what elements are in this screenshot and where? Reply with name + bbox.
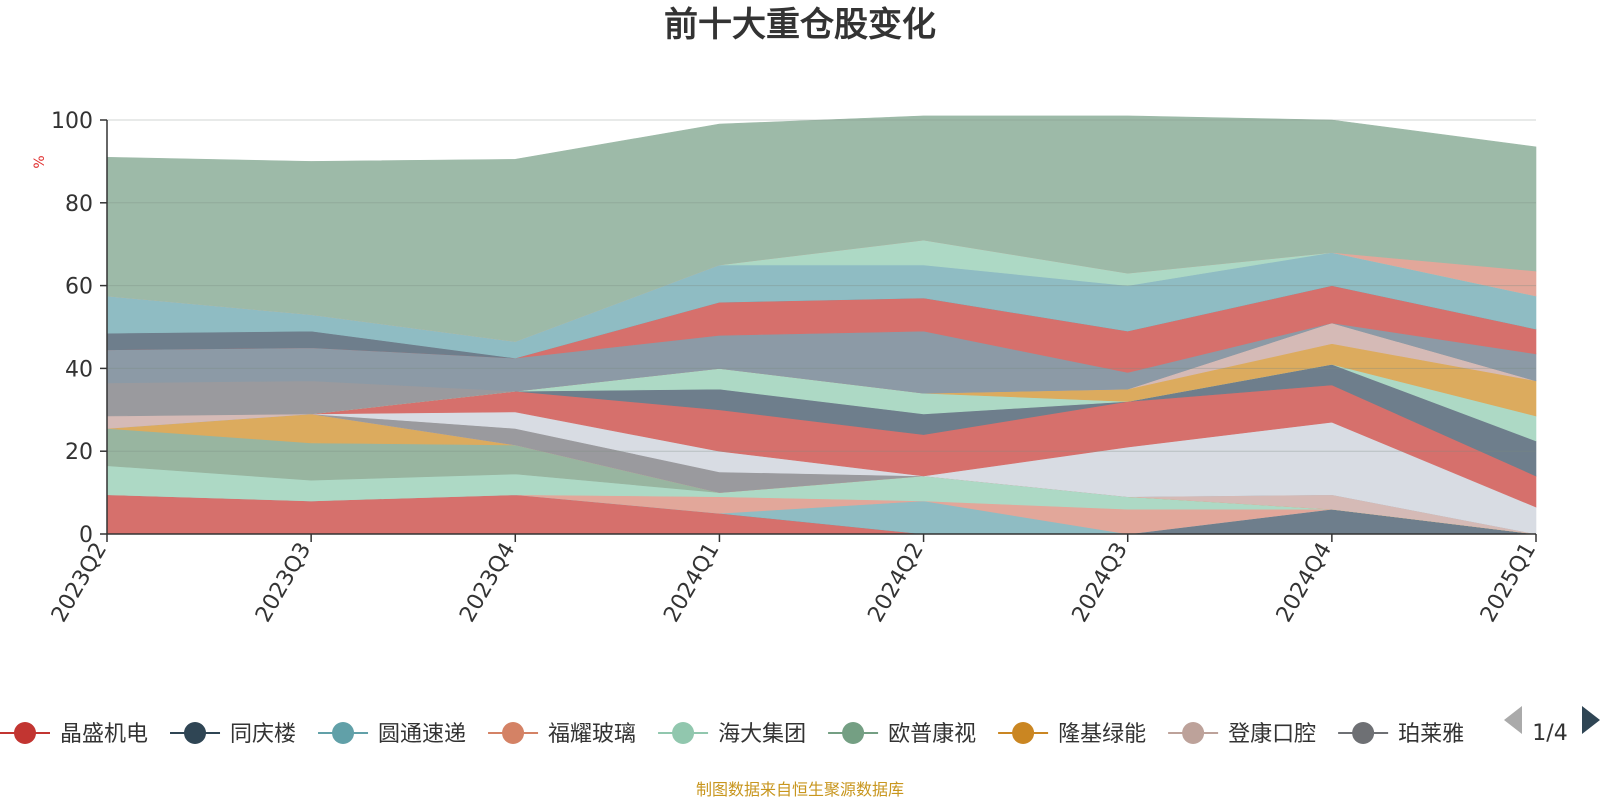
legend-page-indicator: 1/4 — [1532, 721, 1567, 746]
legend-prev-icon[interactable] — [1504, 706, 1522, 734]
legend-item-1[interactable]: 晶盛机电 — [0, 722, 148, 747]
legend-label: 欧普康视 — [888, 722, 976, 747]
legend-pager: 1/4 — [1504, 706, 1600, 746]
x-tick-label: 2023Q2 — [47, 539, 112, 627]
legend-circle-icon — [332, 722, 355, 744]
x-axis-ticks: 2023Q2 2023Q3 2023Q4 2024Q1 2024Q2 2024Q3 2024… — [47, 534, 1541, 627]
legend-item-3[interactable]: 圆通速递 — [318, 722, 466, 747]
source-note: 制图数据来自恒生聚源数据库 — [696, 780, 904, 799]
y-tick-label: 80 — [65, 192, 93, 217]
legend-circle-icon — [502, 722, 525, 744]
legend-next-icon[interactable] — [1582, 706, 1600, 734]
legend-circle-icon — [672, 722, 695, 744]
legend-item-9[interactable]: 珀莱雅 — [1338, 722, 1464, 747]
legend-item-6[interactable]: 欧普康视 — [828, 722, 976, 747]
x-tick-label: 2023Q3 — [251, 539, 316, 627]
x-tick-label: 2025Q1 — [1476, 539, 1541, 627]
legend-item-7[interactable]: 隆基绿能 — [998, 722, 1146, 747]
x-tick-label: 2024Q3 — [1068, 539, 1133, 627]
y-tick-label: 40 — [65, 357, 93, 382]
legend-label: 福耀玻璃 — [548, 722, 636, 747]
legend-label: 珀莱雅 — [1398, 722, 1464, 747]
legend-label: 晶盛机电 — [60, 722, 148, 747]
legend-circle-icon — [1182, 722, 1205, 744]
y-tick-label: 0 — [79, 523, 93, 548]
legend-circle-icon — [184, 722, 207, 744]
legend-label: 圆通速递 — [378, 722, 466, 747]
legend-circle-icon — [1352, 722, 1375, 744]
axes — [106, 120, 1536, 535]
legend-label: 隆基绿能 — [1058, 722, 1146, 747]
legend-item-2[interactable]: 同庆楼 — [170, 722, 296, 747]
chart-title: 前十大重仓股变化 — [664, 5, 936, 45]
y-tick-label: 20 — [65, 440, 93, 465]
legend-label: 同庆楼 — [230, 722, 296, 747]
legend-label: 海大集团 — [718, 722, 806, 747]
x-tick-label: 2023Q4 — [455, 539, 520, 627]
legend: 晶盛机电 同庆楼 圆通速递 福耀玻璃 海大集团 欧普康视 隆基绿能 登康口腔 珀莱雅 — [0, 722, 1464, 747]
area-series-23 — [106, 115, 1537, 342]
x-tick-label: 2024Q1 — [659, 539, 724, 627]
legend-circle-icon — [14, 722, 36, 744]
y-tick-label: 60 — [65, 275, 93, 300]
legend-item-4[interactable]: 福耀玻璃 — [488, 722, 636, 747]
y-axis-ticks: 0 20 40 60 80 100 — [51, 109, 107, 548]
legend-label: 登康口腔 — [1228, 722, 1316, 747]
legend-circle-icon — [842, 722, 865, 744]
gridlines — [107, 119, 1536, 452]
area-series-group — [106, 115, 1537, 535]
y-tick-label: 100 — [51, 109, 93, 134]
legend-circle-icon — [1012, 722, 1035, 744]
legend-item-8[interactable]: 登康口腔 — [1168, 722, 1316, 747]
x-tick-label: 2024Q2 — [863, 539, 928, 627]
x-tick-label: 2024Q4 — [1272, 539, 1337, 627]
legend-item-5[interactable]: 海大集团 — [658, 722, 806, 747]
y-axis-unit: % — [32, 155, 48, 168]
